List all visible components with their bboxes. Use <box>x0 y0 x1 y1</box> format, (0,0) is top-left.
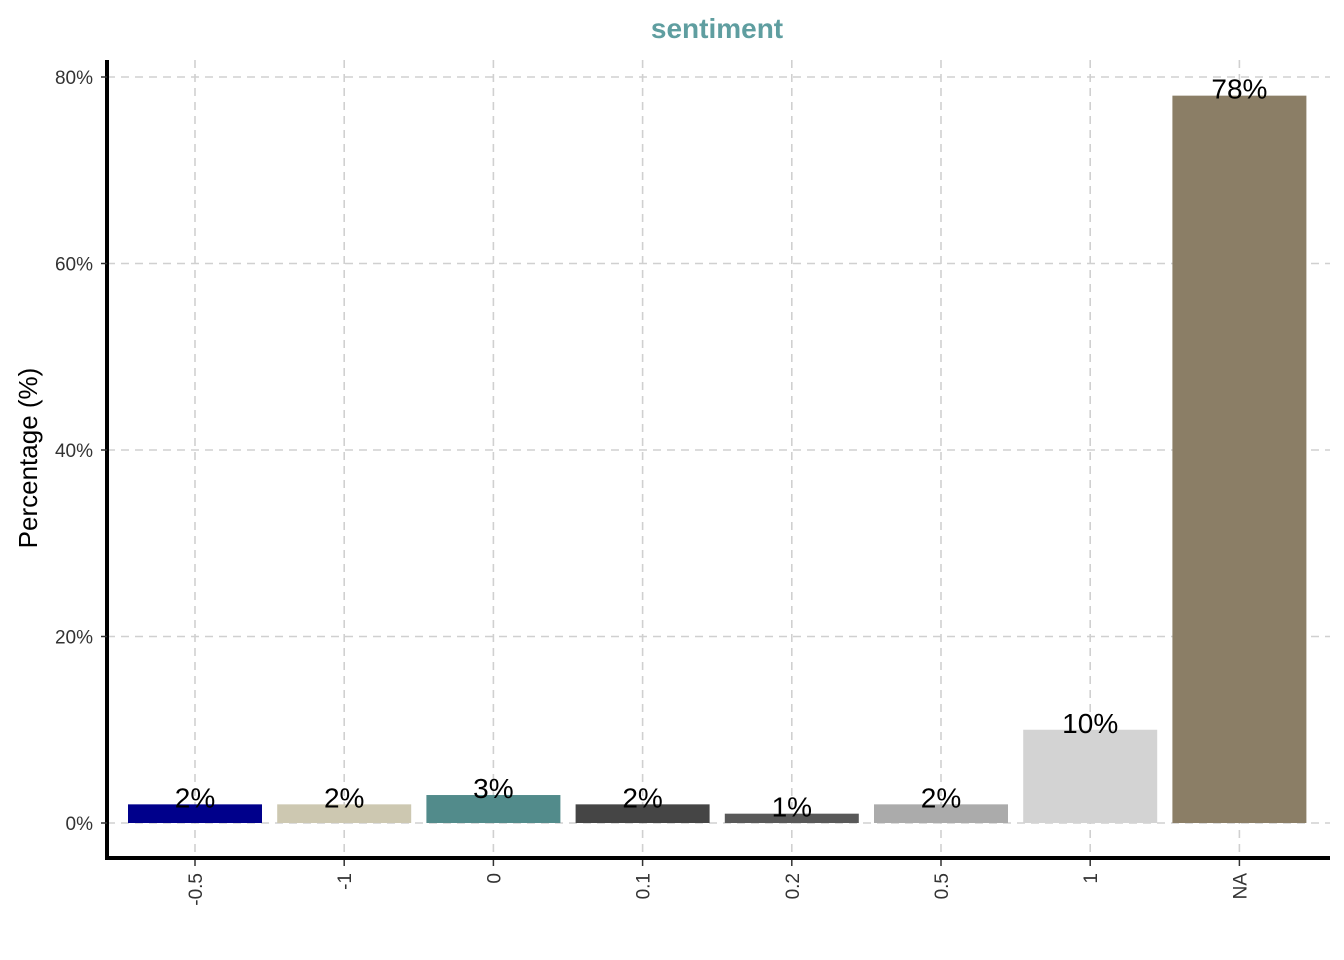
bar-data-label: 2% <box>324 782 364 813</box>
tick-labels: 0% 20% 40% 60% 80% -0.5 -1 0 0.1 0.2 0.5 1 NA <box>55 68 1251 906</box>
y-tick-label: 60% <box>55 255 93 276</box>
x-tick-label: NA <box>1230 873 1251 900</box>
bar-data-label: 2% <box>175 782 215 813</box>
y-axis-label: Percentage (%) <box>13 368 43 549</box>
bar <box>426 795 561 823</box>
axes <box>105 60 1330 860</box>
bar-data-label: 2% <box>622 782 662 813</box>
x-tick-label: 0.2 <box>783 873 804 899</box>
bar-data-label: 1% <box>772 792 812 823</box>
bar <box>724 813 859 823</box>
bar-data-label: 3% <box>473 773 513 804</box>
bars <box>128 95 1307 823</box>
y-tick-label: 20% <box>55 628 93 649</box>
bar <box>1023 729 1158 823</box>
y-tick-label: 40% <box>55 441 93 462</box>
x-tick-label: -1 <box>335 873 356 890</box>
bar <box>575 804 710 823</box>
y-tick-label: 0% <box>66 814 94 835</box>
x-tick-label: -0.5 <box>186 873 207 906</box>
bar <box>277 804 412 823</box>
x-tick-label: 0.1 <box>634 873 655 899</box>
y-tick-label: 80% <box>55 68 93 89</box>
bar-data-label: 78% <box>1211 74 1267 105</box>
bar <box>874 804 1008 823</box>
bar-data-label: 2% <box>921 782 961 813</box>
data-labels: 2% 2% 3% 2% 1% 2% 10% 78% <box>175 74 1268 823</box>
x-tick-label: 0 <box>484 873 505 884</box>
bar <box>1172 95 1307 823</box>
x-tick-label: 0.5 <box>932 873 953 899</box>
bar <box>128 804 262 823</box>
bar-data-label: 10% <box>1062 708 1118 739</box>
x-tick-label: 1 <box>1081 873 1102 884</box>
chart-title: sentiment <box>651 13 783 44</box>
